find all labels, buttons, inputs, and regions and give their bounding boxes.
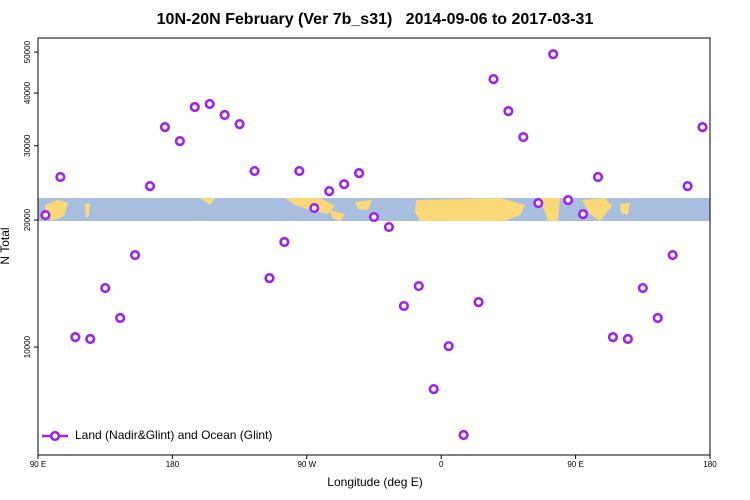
point bbox=[518, 131, 529, 143]
point bbox=[264, 273, 275, 284]
point bbox=[577, 208, 589, 220]
chart-title: 10N-20N February (Ver 7b_s31) 2014-09-06… bbox=[157, 11, 594, 28]
point bbox=[249, 165, 260, 177]
point bbox=[398, 300, 409, 312]
point bbox=[368, 211, 380, 223]
point bbox=[55, 171, 66, 183]
y-tick-label: 40000 bbox=[23, 81, 32, 104]
point bbox=[682, 180, 693, 192]
point bbox=[219, 109, 230, 121]
point bbox=[40, 209, 51, 221]
point bbox=[129, 249, 141, 261]
point bbox=[309, 202, 320, 214]
point bbox=[607, 331, 619, 343]
point bbox=[488, 74, 499, 85]
point bbox=[697, 122, 708, 133]
point bbox=[324, 186, 335, 197]
point bbox=[533, 197, 544, 209]
point bbox=[234, 119, 245, 130]
point bbox=[115, 312, 126, 324]
point bbox=[503, 106, 514, 117]
point bbox=[473, 297, 484, 308]
point bbox=[339, 179, 350, 190]
point bbox=[458, 429, 469, 441]
point bbox=[174, 135, 185, 147]
point bbox=[413, 280, 424, 292]
y-tick-label: 50000 bbox=[23, 40, 32, 63]
x-tick-label: 90 W bbox=[297, 460, 316, 469]
point bbox=[159, 122, 171, 133]
point bbox=[353, 167, 365, 179]
y-tick-label: 20000 bbox=[23, 208, 32, 231]
x-tick-label: 180 bbox=[703, 460, 717, 469]
point bbox=[443, 341, 454, 352]
point bbox=[189, 101, 200, 113]
legend-swatch-marker bbox=[49, 430, 61, 442]
x-tick-label: 0 bbox=[439, 460, 444, 469]
point bbox=[622, 333, 633, 345]
y-tick-label: 30000 bbox=[23, 134, 32, 157]
point bbox=[548, 49, 559, 60]
x-axis-label: Longitude (deg E) bbox=[327, 475, 422, 489]
point bbox=[667, 249, 678, 261]
point bbox=[85, 333, 96, 345]
y-tick-label: 10000 bbox=[23, 335, 32, 358]
x-tick-label: 180 bbox=[166, 460, 180, 469]
point bbox=[279, 236, 290, 248]
point bbox=[563, 194, 574, 206]
point bbox=[592, 171, 604, 183]
y-axis-label: N Total bbox=[0, 227, 12, 264]
point bbox=[70, 331, 81, 343]
point bbox=[144, 180, 156, 192]
point bbox=[204, 98, 215, 110]
point bbox=[652, 312, 663, 324]
x-tick-label: 90 E bbox=[567, 460, 583, 469]
legend-label: Land (Nadir&Glint) and Ocean (Glint) bbox=[75, 428, 272, 442]
plot-frame bbox=[37, 37, 711, 456]
point bbox=[294, 165, 305, 177]
point bbox=[100, 282, 111, 294]
x-tick-label: 90 E bbox=[30, 460, 46, 469]
point bbox=[428, 384, 439, 395]
point bbox=[637, 282, 648, 294]
point bbox=[383, 221, 395, 233]
